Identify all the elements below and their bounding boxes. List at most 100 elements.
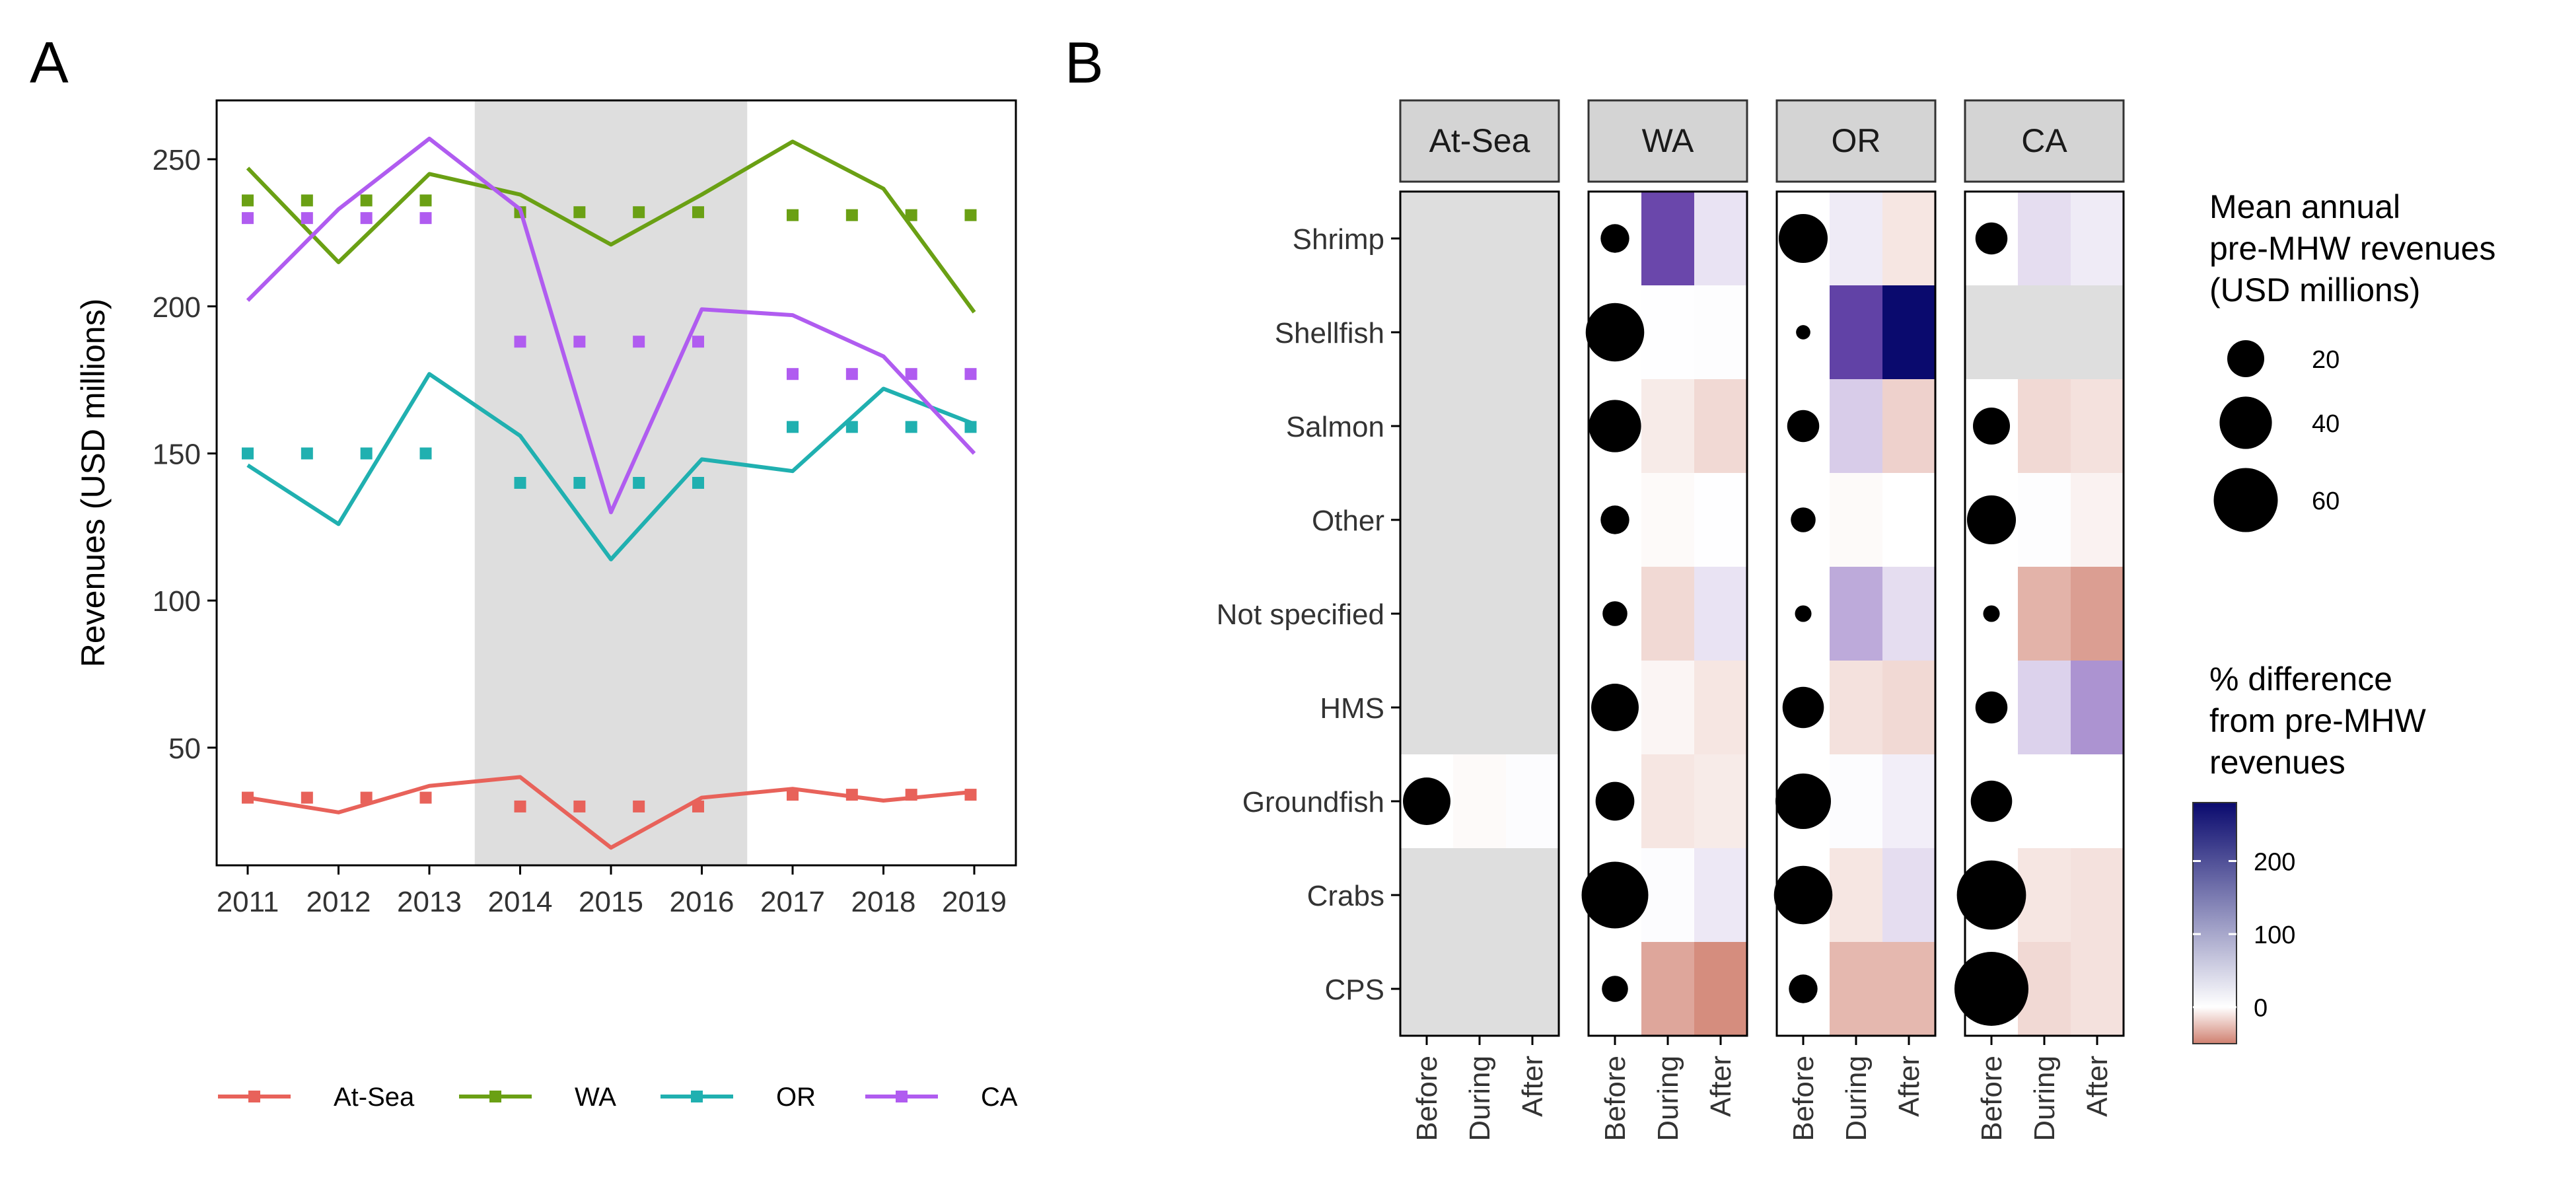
x-tick-label: During: [1464, 1056, 1496, 1141]
facet-strip: [1964, 99, 2125, 183]
size-legend: Mean annual pre-MHW revenues (USD millions…: [2209, 188, 2495, 532]
facet-at-sea: At-Sea Before During After: [1399, 99, 1560, 1141]
facet-strip: [1399, 99, 1560, 183]
row-label: Crabs: [1307, 880, 1384, 912]
period-mean-marker: [301, 447, 313, 460]
color-legend: % difference from pre-MHW revenues 0 100 200: [2192, 661, 2427, 1044]
heat-cell-during: [1830, 192, 1882, 285]
period-mean-marker: [692, 800, 704, 812]
size-legend-label: 20: [2312, 346, 2340, 374]
x-tick-label: 2017: [760, 886, 825, 918]
heat-cell-after: [1694, 192, 1747, 285]
period-mean-marker: [787, 421, 799, 433]
heat-cell-after: [1882, 379, 1935, 473]
x-tick-label: 2018: [851, 886, 916, 918]
period-mean-marker: [242, 194, 254, 207]
facet-strip: [1587, 99, 1748, 183]
period-mean-marker: [419, 791, 432, 804]
missing-cell: [1400, 942, 1559, 1036]
heat-cell-during: [2018, 567, 2071, 661]
heat-cell-after: [2071, 379, 2124, 473]
heat-cell-during: [1641, 848, 1694, 942]
period-mean-marker: [514, 800, 526, 812]
row-label: HMS: [1320, 692, 1384, 725]
row-labels: Shrimp Shellfish Salmon Other Not specified H…: [1217, 223, 1400, 1006]
before-revenue-circle: [1591, 684, 1639, 731]
period-mean-marker: [573, 800, 586, 812]
missing-cell: [1400, 285, 1559, 379]
before-revenue-circle: [1775, 774, 1831, 829]
size-legend-label: 60: [2312, 487, 2340, 515]
period-mean-marker: [692, 477, 704, 489]
period-mean-marker: [905, 421, 917, 433]
legend-key-marker: [489, 1091, 501, 1102]
period-mean-marker: [633, 800, 645, 812]
period-mean-marker: [905, 368, 917, 380]
before-revenue-circle: [1602, 976, 1628, 1002]
heat-cell-after: [1694, 473, 1747, 567]
heat-cell-during: [1641, 661, 1694, 754]
legend-key-marker: [691, 1091, 703, 1102]
heat-cell-during: [1830, 661, 1882, 754]
color-bar-label: 200: [2254, 848, 2295, 876]
heat-cell-after: [1506, 754, 1559, 848]
row-label: Salmon: [1286, 411, 1384, 443]
heat-cell-after: [1882, 192, 1935, 285]
color-legend-title: from pre-MHW: [2209, 702, 2427, 739]
heat-cell-after: [2071, 661, 2124, 754]
color-legend-title: revenues: [2209, 744, 2345, 781]
before-revenue-circle: [1602, 601, 1628, 626]
y-axis-label: Revenues (USD millions): [75, 299, 112, 668]
missing-cell: [1400, 192, 1559, 285]
before-revenue-circle: [1600, 505, 1629, 534]
period-mean-marker: [301, 212, 313, 225]
x-tick-label: After: [1893, 1056, 1925, 1117]
y-tick-label: 100: [153, 585, 201, 618]
heat-cell-after: [2071, 567, 2124, 661]
before-revenue-circle: [1975, 691, 2008, 724]
period-mean-marker: [573, 336, 586, 348]
heat-cell-during: [1641, 379, 1694, 473]
before-revenue-circle: [1595, 781, 1635, 821]
heat-cell-during: [1641, 754, 1694, 848]
heat-cell-after: [1882, 661, 1935, 754]
y-axis: 50 100 150 200 250: [153, 144, 217, 765]
heat-cell-during: [1830, 285, 1882, 379]
missing-cell: [1400, 848, 1559, 942]
before-revenue-circle: [1581, 861, 1649, 929]
heat-cell-during: [1641, 285, 1694, 379]
period-mean-marker: [964, 789, 977, 801]
y-tick-label: 150: [153, 438, 201, 470]
facet-or: OR Before During After: [1773, 99, 1937, 1141]
before-revenue-circle: [1970, 780, 2013, 822]
row-label: Shrimp: [1293, 223, 1384, 256]
panel-label-a: A: [30, 30, 69, 95]
heat-cell-after: [1694, 848, 1747, 942]
legend-key-marker: [896, 1091, 908, 1102]
before-revenue-circle: [1782, 686, 1824, 729]
x-tick-label: After: [1705, 1056, 1737, 1117]
period-mean-marker: [573, 206, 586, 219]
facet-strip-label: At-Sea: [1429, 122, 1530, 159]
heat-cell-after: [2071, 473, 2124, 567]
before-revenue-circle: [1956, 860, 2026, 930]
heat-cell-during: [1641, 567, 1694, 661]
before-revenue-circle: [1403, 777, 1450, 825]
before-revenue-circle: [1787, 410, 1820, 443]
x-tick-label: 2015: [579, 886, 643, 918]
facet-group: At-Sea Before During After WA Before During Aft…: [1399, 99, 2125, 1141]
x-tick-label: 2013: [397, 886, 462, 918]
heat-cell-after: [1694, 285, 1747, 379]
heat-cell-during: [1830, 942, 1882, 1036]
before-revenue-circle: [1796, 325, 1810, 340]
period-mean-marker: [360, 212, 373, 225]
heat-cell-after: [1882, 473, 1935, 567]
period-mean-marker: [787, 789, 799, 801]
period-mean-marker: [633, 206, 645, 219]
heat-cell-during: [2018, 848, 2071, 942]
period-mean-marker: [301, 194, 313, 207]
period-mean-marker: [242, 447, 254, 460]
y-tick-label: 50: [168, 733, 201, 765]
period-mean-marker: [360, 194, 373, 207]
